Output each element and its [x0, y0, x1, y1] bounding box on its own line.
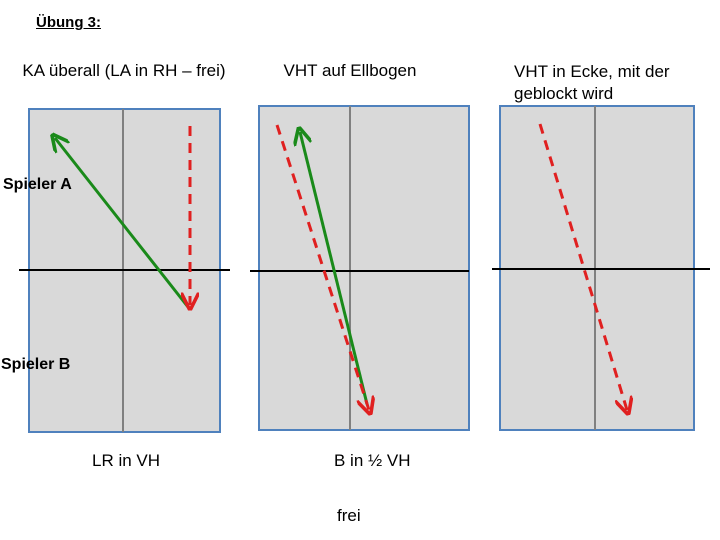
panel-1-court	[19, 108, 230, 433]
panel-2-title: VHT auf Ellbogen	[283, 61, 417, 80]
court-rect	[258, 105, 470, 431]
player-b-label: Spieler B	[1, 356, 71, 373]
panel-1-title: KA überall (LA in RH – frei)	[22, 61, 226, 80]
solid-arrow	[55, 138, 190, 308]
player-a-label: Spieler A	[3, 176, 72, 193]
panel-2-court	[250, 105, 470, 431]
panel-2-caption: B in ½ VH	[334, 451, 411, 470]
panel-3-court	[492, 105, 710, 431]
exercise-heading: Übung 3:	[36, 14, 101, 31]
panel-1-caption: LR in VH	[92, 451, 161, 470]
solid-arrow	[300, 132, 369, 405]
extra-caption: frei	[337, 506, 361, 525]
panel-3-title: VHT in Ecke, mit der geblockt wird	[514, 62, 670, 103]
